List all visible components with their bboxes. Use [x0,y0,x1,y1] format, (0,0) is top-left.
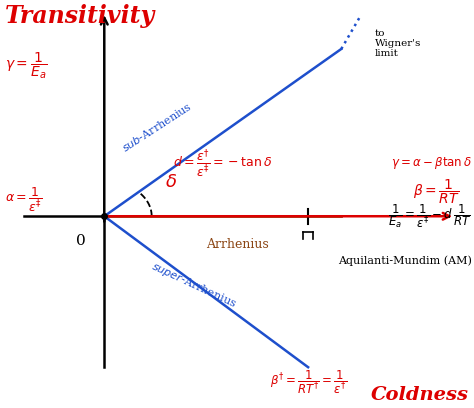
Text: Aquilanti-Mundim (AM): Aquilanti-Mundim (AM) [338,256,472,266]
Text: Arrhenius: Arrhenius [206,238,268,251]
Text: 0: 0 [76,234,85,248]
Text: $\beta = \dfrac{1}{RT}$: $\beta = \dfrac{1}{RT}$ [413,177,460,206]
Text: $\alpha = \dfrac{1}{\varepsilon^{\ddagger}}$: $\alpha = \dfrac{1}{\varepsilon^{\ddagge… [5,186,42,214]
Text: $\beta^{\dagger} = \dfrac{1}{RT^{\dagger}} = \dfrac{1}{\varepsilon^{\dagger}}$: $\beta^{\dagger} = \dfrac{1}{RT^{\dagger… [270,368,346,396]
Text: $\mathit{super}$-Arrhenius: $\mathit{super}$-Arrhenius [149,260,239,311]
Text: Coldness: Coldness [371,386,469,404]
Text: $\gamma = \dfrac{1}{E_a}$: $\gamma = \dfrac{1}{E_a}$ [5,50,47,81]
Text: to
Wigner's
limit: to Wigner's limit [374,29,421,58]
Text: Transitivity: Transitivity [5,4,155,28]
Text: $d = \dfrac{\varepsilon^{\dagger}}{\varepsilon^{\ddagger}} = -\tan\delta$: $d = \dfrac{\varepsilon^{\dagger}}{\vare… [173,147,273,179]
Text: $\dfrac{1}{E_a} = \dfrac{1}{\varepsilon^{\ddagger}} - d\,\dfrac{1}{RT}$: $\dfrac{1}{E_a} = \dfrac{1}{\varepsilon^… [388,202,472,230]
Text: $\mathit{sub}$-Arrhenius: $\mathit{sub}$-Arrhenius [119,100,194,153]
Text: $\delta$: $\delta$ [164,173,177,191]
Text: $\gamma = \alpha - \beta\tan\delta$: $\gamma = \alpha - \beta\tan\delta$ [391,155,472,171]
